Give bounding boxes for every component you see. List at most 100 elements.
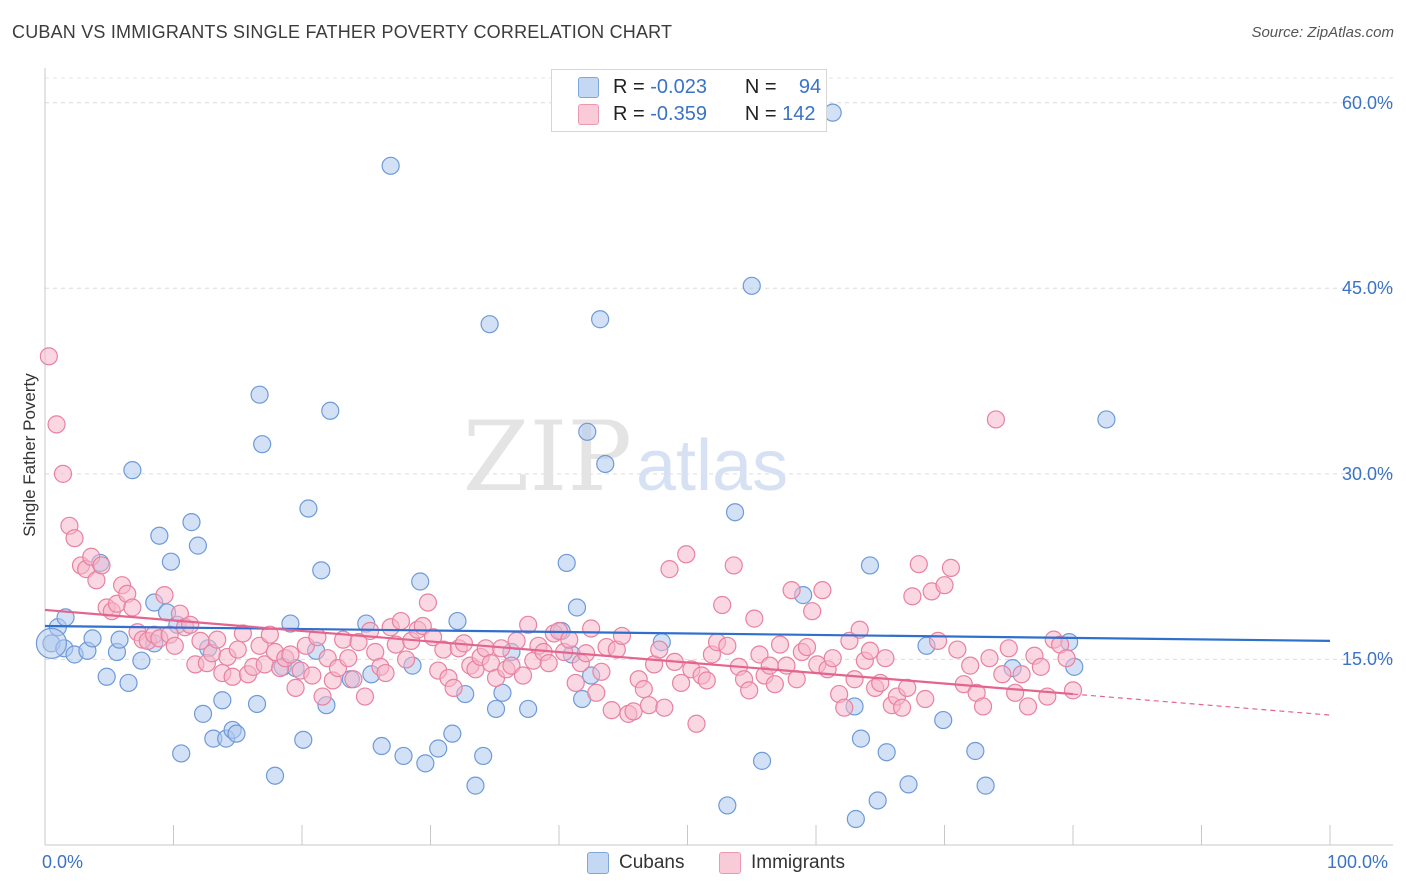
cubans-point: [429, 739, 448, 758]
immigrants-point: [539, 654, 558, 673]
cubans-point: [480, 315, 499, 334]
legend: R = -0.023 N = 94 R = -0.359 N = 142: [551, 69, 827, 132]
immigrants-point: [418, 593, 438, 612]
immigrants-point: [344, 670, 363, 689]
cubans-point: [110, 630, 129, 649]
cubans-point: [416, 754, 435, 773]
immigrants-point: [1031, 657, 1050, 676]
immigrants-point: [903, 587, 922, 606]
immigrants-point: [281, 645, 300, 664]
immigrants-point: [718, 636, 737, 655]
immigrants-point: [165, 636, 184, 655]
immigrants-point: [612, 626, 632, 646]
cubans-point: [132, 651, 151, 670]
immigrants-point: [770, 635, 790, 654]
y-tick-label: 30.0%: [1341, 463, 1393, 484]
immigrants-point: [835, 698, 854, 717]
cubans-point: [97, 667, 116, 686]
immigrants-point: [391, 611, 411, 631]
legend-row-cubans: R = -0.023 N = 94: [578, 75, 821, 99]
cubans-point: [742, 276, 761, 295]
immigrants-point: [228, 640, 247, 659]
cubans-point: [578, 422, 597, 441]
cubans-point: [860, 556, 880, 575]
bottom-legend-cubans[interactable]: Cubans: [587, 852, 685, 874]
cubans-point: [312, 561, 331, 580]
cubans-point: [299, 499, 318, 518]
cubans-point: [877, 743, 896, 762]
immigrants-point: [181, 615, 200, 634]
cubans-point: [466, 776, 485, 795]
cubans-point: [486, 699, 506, 719]
immigrants-point: [813, 581, 832, 600]
cubans-point: [718, 796, 737, 815]
cubans-point: [227, 724, 246, 743]
cubans-point: [83, 629, 102, 648]
cubans-point: [381, 156, 400, 175]
immigrants-point: [973, 697, 993, 716]
immigrants-point: [602, 701, 621, 720]
immigrants-point: [797, 637, 817, 657]
immigrants-point: [660, 560, 679, 579]
cubans-point: [966, 741, 985, 761]
immigrants-point: [444, 678, 463, 697]
immigrants-point: [677, 545, 696, 564]
immigrants-point: [961, 656, 980, 675]
cubans-point: [182, 513, 201, 532]
immigrants-point: [928, 631, 948, 650]
cubans-swatch: [587, 852, 609, 874]
immigrants-point: [941, 558, 961, 577]
immigrants-point: [376, 663, 395, 683]
immigrants-point: [47, 415, 66, 434]
immigrants-point: [223, 667, 242, 686]
immigrants-swatch: [719, 852, 741, 874]
immigrants-point: [250, 636, 269, 655]
immigrants-point: [860, 641, 880, 660]
legend-n-label: N =: [744, 75, 777, 98]
immigrants-point: [582, 619, 601, 638]
watermark: ZIP atlas: [463, 401, 788, 513]
immigrants-point: [935, 576, 954, 595]
y-tick-label: 45.0%: [1341, 278, 1393, 299]
cubans-point: [725, 503, 745, 522]
legend-r-value-immigrants: -0.359: [650, 102, 707, 125]
bottom-legend: Cubans Immigrants: [0, 852, 1406, 878]
cubans-point: [1097, 410, 1116, 429]
cubans-point: [474, 746, 493, 766]
immigrants-point: [65, 529, 84, 548]
bottom-legend-immigrants-label: Immigrants: [751, 852, 845, 873]
immigrants-point: [313, 687, 332, 706]
immigrants-point: [840, 631, 859, 650]
immigrants-point: [123, 598, 142, 617]
immigrants-point: [502, 656, 521, 675]
axes: [44, 68, 1393, 846]
y-tick-label: 15.0%: [1341, 649, 1393, 670]
immigrants-point: [980, 649, 999, 668]
cubans-point: [567, 598, 587, 617]
immigrants-point: [286, 678, 305, 697]
cubans-point: [591, 310, 610, 329]
immigrants-trend-line: [44, 608, 1074, 696]
immigrants-swatch: [578, 103, 599, 125]
cubans-point: [411, 572, 430, 591]
cubans-point: [557, 553, 576, 573]
immigrants-point: [993, 665, 1012, 684]
immigrants-point: [1018, 697, 1038, 716]
immigrants-point: [697, 671, 716, 690]
immigrants-point: [592, 662, 611, 681]
immigrants-point: [655, 698, 674, 717]
cubans-point: [372, 736, 391, 756]
trend-lines: [44, 608, 1331, 716]
immigrants-point: [1063, 681, 1083, 700]
legend-n-label: N =: [744, 102, 777, 125]
immigrants-point: [639, 696, 659, 715]
immigrants-point: [650, 640, 669, 659]
immigrants-point: [92, 556, 111, 575]
immigrants-point: [850, 620, 869, 639]
bottom-legend-immigrants[interactable]: Immigrants: [719, 852, 845, 874]
immigrants-point: [803, 602, 822, 621]
cubans-point: [752, 751, 772, 770]
immigrants-point: [687, 714, 706, 733]
immigrants-point: [892, 698, 912, 717]
cubans-point: [448, 611, 467, 631]
